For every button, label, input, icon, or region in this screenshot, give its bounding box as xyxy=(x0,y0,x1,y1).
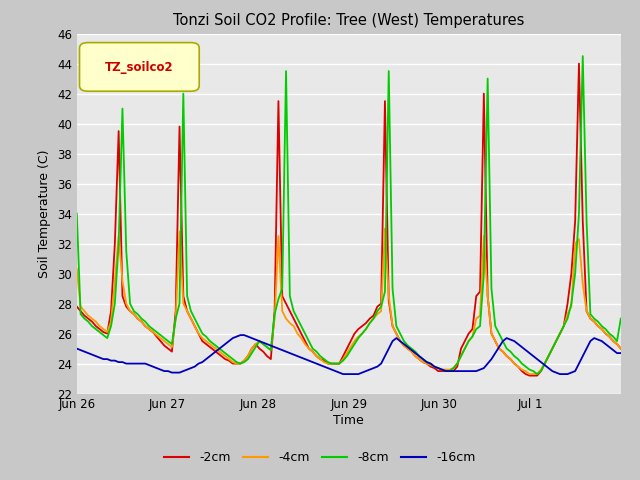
-2cm xyxy=(511,361,518,367)
-8cm xyxy=(533,371,541,377)
-4cm xyxy=(153,332,161,338)
-2cm xyxy=(461,338,468,344)
Line: -4cm: -4cm xyxy=(77,228,621,374)
Text: TZ_soilco2: TZ_soilco2 xyxy=(105,60,173,73)
-8cm xyxy=(579,53,587,59)
-2cm xyxy=(241,358,248,363)
-4cm xyxy=(617,346,625,351)
-8cm xyxy=(461,346,468,351)
-16cm xyxy=(237,332,244,338)
-16cm xyxy=(111,358,118,363)
-2cm xyxy=(575,60,583,66)
Line: -8cm: -8cm xyxy=(77,56,621,374)
-2cm xyxy=(525,372,533,378)
Line: -2cm: -2cm xyxy=(77,63,621,375)
Y-axis label: Soil Temperature (C): Soil Temperature (C) xyxy=(38,149,51,278)
-8cm xyxy=(511,353,518,359)
X-axis label: Time: Time xyxy=(333,414,364,427)
-2cm xyxy=(518,368,525,374)
-4cm xyxy=(111,278,118,284)
-8cm xyxy=(518,361,525,367)
-16cm xyxy=(339,371,347,377)
-4cm xyxy=(73,266,81,272)
-4cm xyxy=(525,371,533,377)
-4cm xyxy=(465,338,472,344)
-8cm xyxy=(617,316,625,322)
Line: -16cm: -16cm xyxy=(77,335,621,374)
-4cm xyxy=(522,368,529,374)
-2cm xyxy=(617,346,625,351)
FancyBboxPatch shape xyxy=(79,43,199,91)
Legend: -2cm, -4cm, -8cm, -16cm: -2cm, -4cm, -8cm, -16cm xyxy=(159,446,481,469)
-16cm xyxy=(518,344,525,350)
-16cm xyxy=(468,368,476,374)
-16cm xyxy=(617,350,625,356)
Title: Tonzi Soil CO2 Profile: Tree (West) Temperatures: Tonzi Soil CO2 Profile: Tree (West) Temp… xyxy=(173,13,525,28)
-16cm xyxy=(153,365,161,371)
-16cm xyxy=(73,346,81,351)
-4cm xyxy=(241,358,248,363)
-2cm xyxy=(73,304,81,310)
-16cm xyxy=(244,334,252,339)
-8cm xyxy=(73,211,81,216)
-2cm xyxy=(111,240,118,247)
-2cm xyxy=(153,334,161,339)
-8cm xyxy=(241,359,248,365)
-16cm xyxy=(525,350,533,356)
-8cm xyxy=(153,329,161,335)
-4cm xyxy=(515,364,522,370)
-4cm xyxy=(381,226,388,231)
-8cm xyxy=(111,300,118,306)
